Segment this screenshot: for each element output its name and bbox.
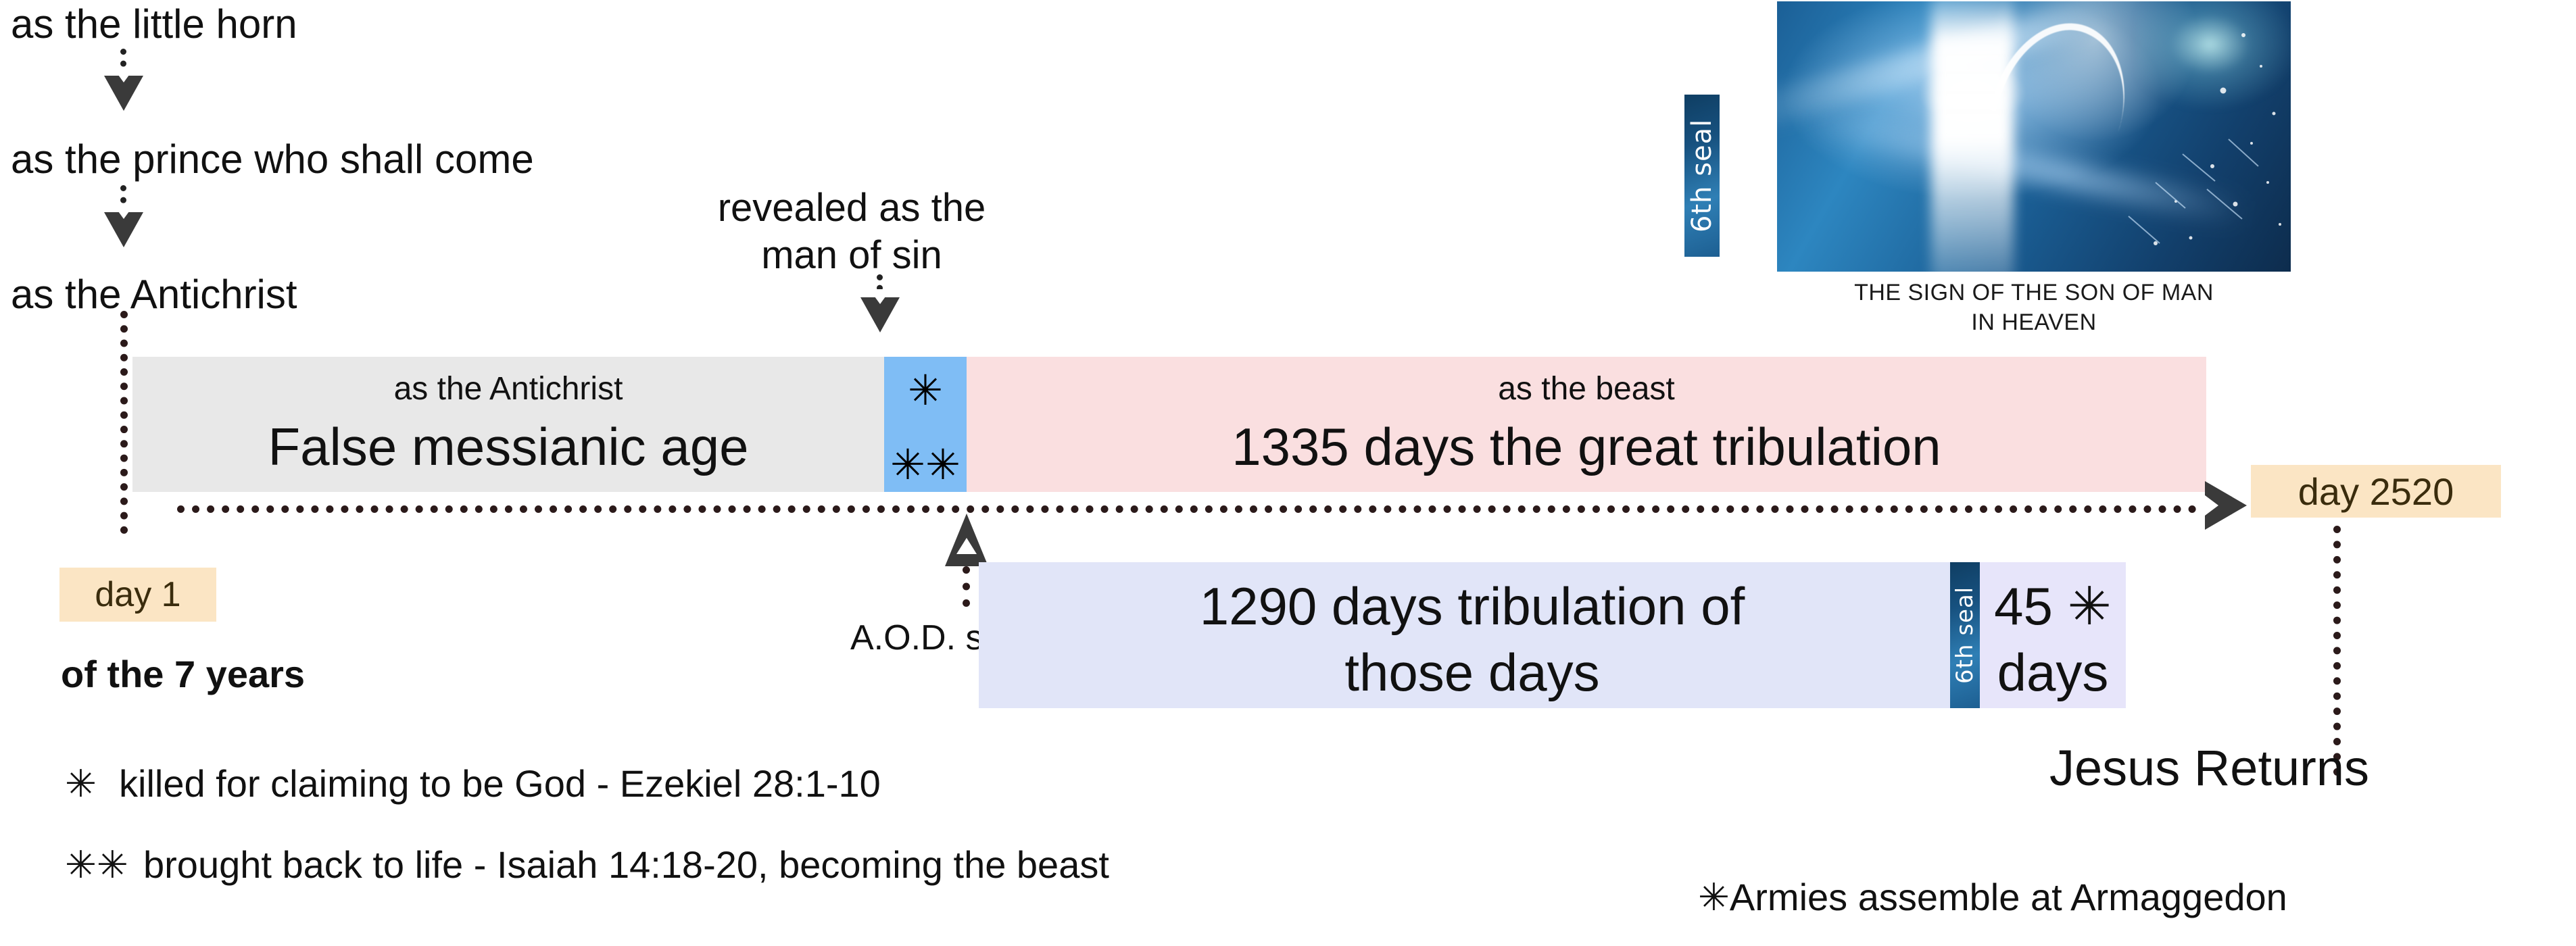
chain-label-prince-who-shall-come: as the prince who shall come — [11, 136, 534, 182]
aod-setup-dotted-shaft — [963, 566, 970, 607]
day-2520-badge-label: day 2520 — [2298, 470, 2454, 513]
day-2520-badge: day 2520 — [2251, 465, 2501, 518]
bar-false-messianic-age: as the Antichrist False messianic age — [132, 357, 884, 492]
revealed-as-man-of-sin-line2: man of sin — [761, 233, 942, 277]
bar-great-tribulation-main-label: 1335 days the great tribulation — [1232, 417, 1941, 476]
chain-arrow-2 — [104, 185, 143, 247]
bar-death-star-single: ✳ — [908, 368, 943, 414]
chain-label-antichrist: as the Antichrist — [11, 272, 297, 317]
of-the-7-years-label: of the 7 years — [61, 653, 306, 695]
timeline-seal-tab: 6th seal — [1950, 562, 1980, 708]
chain-arrow-1-notch — [113, 68, 135, 82]
footnote-1: ✳ killed for claiming to be God - Ezekiel… — [65, 765, 881, 803]
picture-caption-line1: THE SIGN OF THE SON OF MAN — [1854, 280, 2214, 305]
day-1-badge-label: day 1 — [95, 575, 181, 614]
bar-1290-days-line2: those days — [1344, 643, 1600, 702]
bar-death-star-double: ✳✳ — [890, 442, 961, 489]
timeline-seal-label: 6th seal — [1951, 586, 1978, 684]
jesus-returns-vertical-dotted-line — [2333, 526, 2341, 776]
bar-1290-days-line1: 1290 days tribulation of — [1199, 576, 1745, 636]
bar-45-days-line1: 45 ✳ — [1994, 576, 2112, 636]
day1-vertical-dotted-line — [120, 311, 128, 534]
day-1-badge: day 1 — [59, 568, 216, 622]
revealed-arrow — [860, 274, 900, 332]
chain-arrow-1 — [104, 49, 143, 111]
bar-false-messianic-age-main-label: False messianic age — [268, 417, 749, 476]
bar-death-and-resurrection: ✳ ✳✳ — [884, 357, 967, 492]
image-stars-layer — [2128, 33, 2281, 245]
chain-arrow-2-notch — [113, 204, 135, 219]
armageddon-note: ✳Armies assemble at Armaggedon — [1698, 876, 2287, 918]
footnote-2: ✳✳ brought back to life - Isaiah 14:18-20… — [65, 846, 1109, 884]
bar-1290-days-tribulation: 1290 days tribulation of those days — [979, 562, 1966, 708]
footnote-1-marker: ✳ — [65, 762, 97, 805]
picture-seal-tab: 6th seal — [1684, 95, 1720, 257]
bar-great-tribulation-top-label: as the beast — [1498, 371, 1675, 407]
picture-seal-label: 6th seal — [1686, 118, 1718, 233]
chain-label-little-horn: as the little horn — [11, 1, 297, 47]
image-light-burst — [1931, 1, 2014, 272]
timeline-arrow-notch — [2202, 493, 2218, 518]
revealed-arrow-notch — [869, 289, 891, 304]
footnote-2-marker: ✳✳ — [65, 843, 128, 886]
bar-45-days: 45 ✳ days — [1980, 562, 2126, 708]
bar-false-messianic-age-top-label: as the Antichrist — [393, 371, 623, 407]
footnote-2-text: brought back to life - Isaiah 14:18-20, … — [143, 843, 1109, 886]
footnote-1-text: killed for claiming to be God - Ezekiel … — [119, 762, 881, 805]
picture-caption-line2: IN HEAVEN — [1971, 309, 2097, 335]
jesus-returns-label: Jesus Returns — [2049, 740, 2369, 796]
aod-setup-arrow-notch — [956, 538, 977, 554]
bar-45-days-line2: days — [1997, 643, 2109, 702]
bar-great-tribulation: as the beast 1335 days the great tribula… — [967, 357, 2206, 492]
image-galaxy-layer — [2137, 1, 2291, 120]
revealed-as-man-of-sin-line1: revealed as the — [717, 186, 986, 230]
timeline-horizontal-dotted-line — [177, 505, 2212, 513]
sign-of-son-of-man-image — [1777, 1, 2291, 272]
